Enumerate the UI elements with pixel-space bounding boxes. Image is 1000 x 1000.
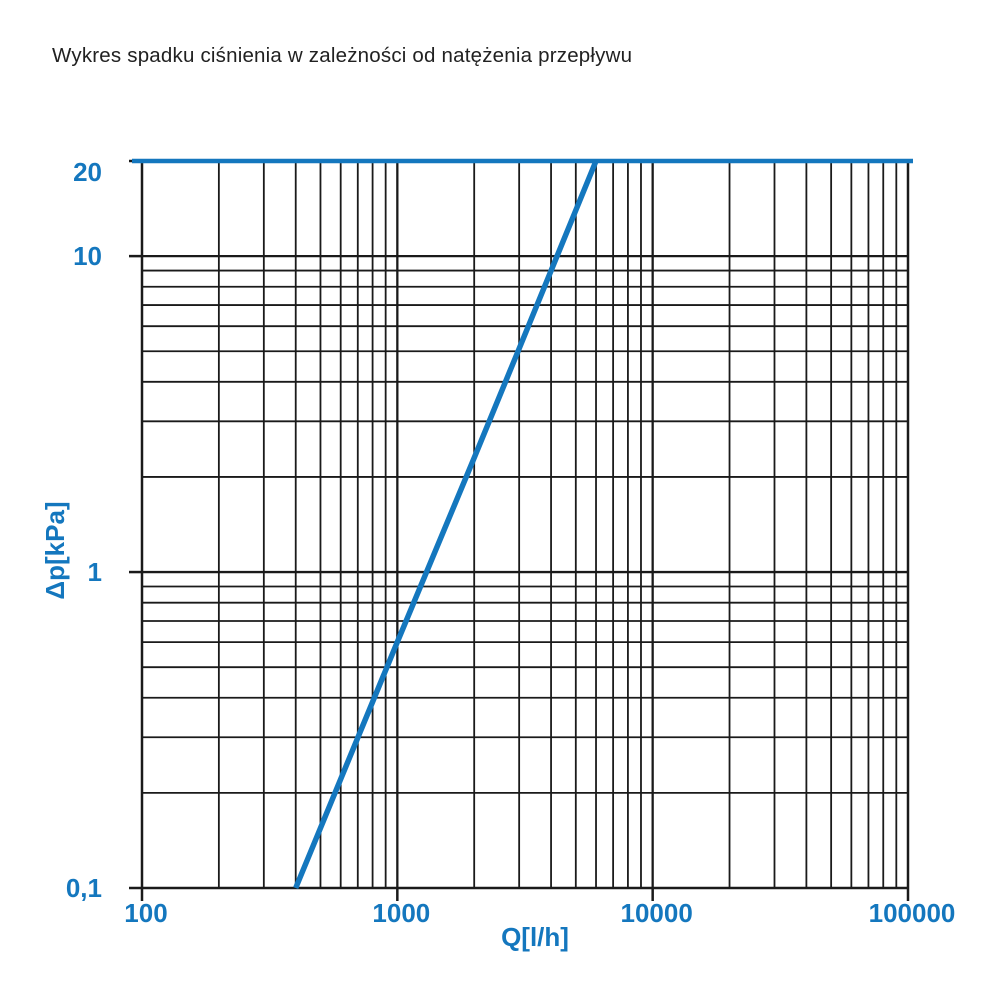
x-tick-label: 1000 xyxy=(372,898,430,928)
y-axis-title: Δp[kPa] xyxy=(40,501,70,599)
x-tick-label: 10000 xyxy=(621,898,693,928)
pressure-drop-curve xyxy=(293,159,599,890)
y-tick-label: 0,1 xyxy=(66,873,102,903)
x-tick-label: 100000 xyxy=(869,898,956,928)
y-tick-label: 20 xyxy=(73,157,102,187)
x-axis-title: Q[l/h] xyxy=(501,922,569,952)
chart-title: Wykres spadku ciśnienia w zależności od … xyxy=(52,44,633,67)
x-tick-label: 100 xyxy=(124,898,167,928)
y-tick-label: 10 xyxy=(73,241,102,271)
y-tick-label: 1 xyxy=(88,557,102,587)
